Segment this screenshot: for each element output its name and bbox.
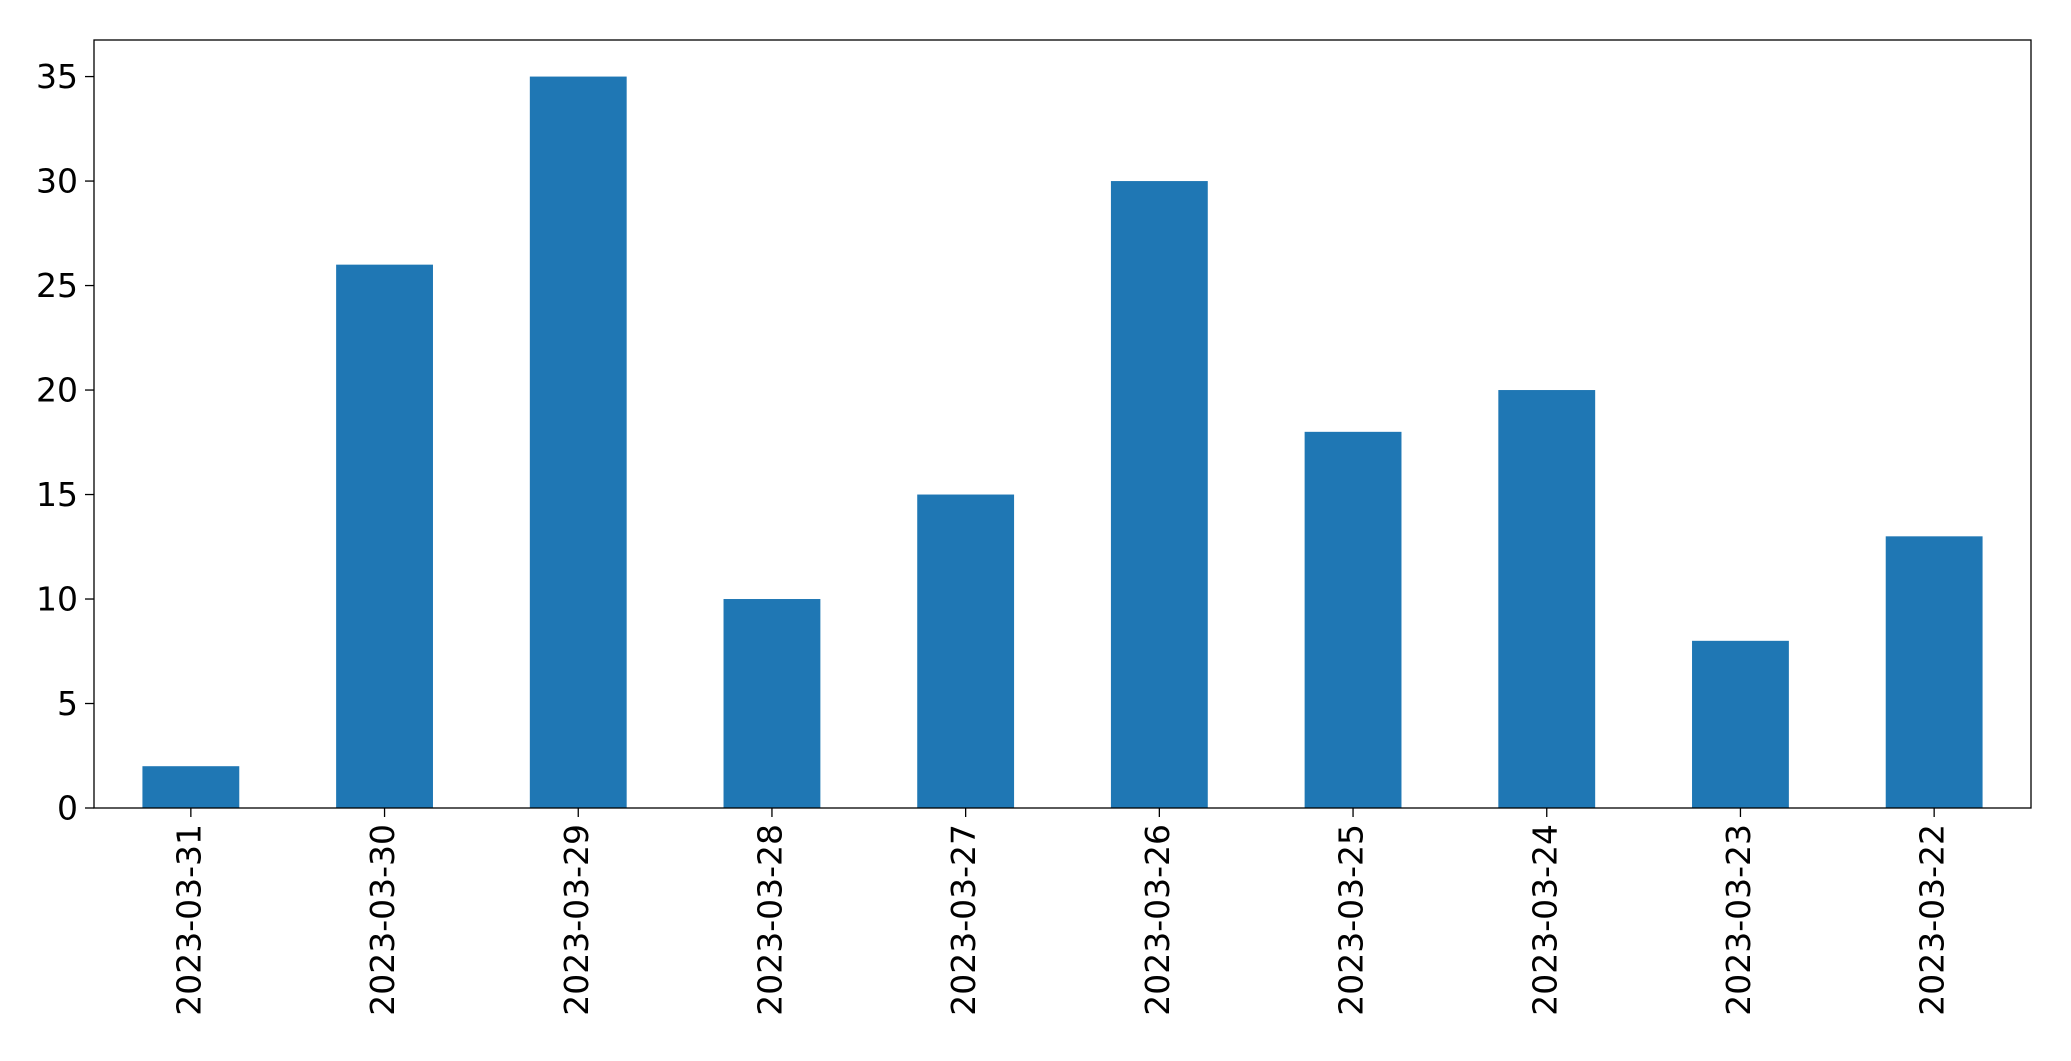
bar bbox=[336, 264, 433, 808]
y-tick-label: 15 bbox=[36, 475, 78, 514]
y-tick-label: 20 bbox=[36, 371, 78, 410]
bar bbox=[1885, 536, 1983, 808]
y-tick-label: 10 bbox=[36, 580, 78, 619]
y-tick-label: 0 bbox=[57, 789, 78, 828]
x-tick-label: 2023-03-22 bbox=[1913, 824, 1952, 1016]
x-tick-label: 2023-03-23 bbox=[1719, 824, 1758, 1016]
bar bbox=[1110, 181, 1208, 808]
bar bbox=[1692, 640, 1789, 808]
bar bbox=[529, 76, 627, 809]
x-tick-label: 2023-03-29 bbox=[557, 824, 596, 1016]
y-tick-label: 5 bbox=[57, 684, 78, 723]
y-tick-label: 35 bbox=[36, 57, 78, 96]
bar bbox=[917, 494, 1015, 808]
x-tick-label: 2023-03-25 bbox=[1332, 824, 1371, 1016]
x-tick-label: 2023-03-24 bbox=[1525, 824, 1564, 1016]
x-tick-label: 2023-03-26 bbox=[1138, 824, 1177, 1016]
bar bbox=[723, 599, 821, 808]
bar bbox=[142, 766, 240, 808]
bar bbox=[1304, 431, 1402, 808]
x-tick-label: 2023-03-27 bbox=[944, 824, 983, 1016]
y-tick-label: 30 bbox=[36, 162, 78, 201]
x-tick-label: 2023-03-28 bbox=[750, 824, 789, 1016]
x-tick-label: 2023-03-31 bbox=[169, 824, 208, 1016]
plot-frame bbox=[93, 39, 2032, 809]
y-tick-label: 25 bbox=[36, 266, 78, 305]
bar bbox=[1498, 390, 1596, 808]
x-tick-label: 2023-03-30 bbox=[363, 824, 402, 1016]
